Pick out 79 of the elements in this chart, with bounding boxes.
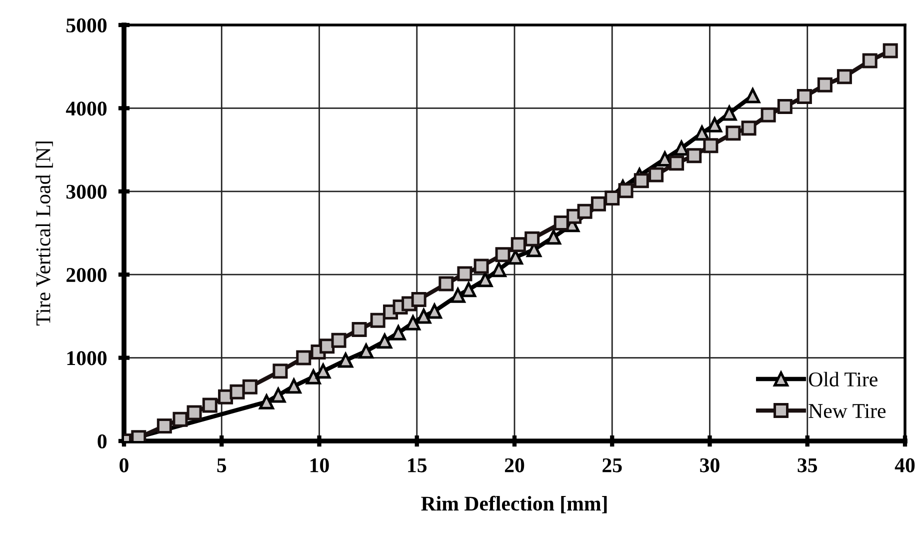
point	[370, 312, 386, 328]
point	[760, 107, 776, 122]
point	[674, 140, 689, 156]
point	[306, 369, 321, 384]
point	[411, 292, 426, 308]
y-axis-title: Tire Vertical Load [N]	[36, 142, 53, 326]
x-tick-label: 25	[602, 458, 622, 472]
point	[618, 183, 634, 198]
y-tick-label: 0	[98, 434, 107, 448]
point	[707, 117, 722, 132]
point	[426, 304, 442, 319]
point	[741, 120, 756, 136]
point	[320, 338, 335, 354]
point	[416, 308, 432, 324]
point	[474, 258, 489, 274]
y-tick-label: 3000	[66, 184, 107, 199]
point	[259, 394, 274, 410]
legend-label: New Tire	[808, 404, 886, 418]
point	[230, 384, 245, 400]
point	[390, 325, 406, 340]
point	[882, 43, 898, 58]
point	[577, 204, 592, 219]
point	[554, 216, 569, 231]
x-tick-label: 20	[504, 458, 524, 472]
point	[172, 412, 188, 427]
point	[590, 196, 606, 212]
point	[352, 322, 367, 338]
point	[316, 364, 331, 379]
x-tick-label: 30	[700, 458, 720, 472]
point	[777, 99, 792, 114]
point	[377, 334, 392, 349]
point	[156, 418, 172, 434]
point	[478, 272, 493, 288]
point	[745, 88, 760, 104]
point	[461, 282, 476, 298]
point	[495, 247, 510, 262]
x-tick-label: 0	[120, 458, 128, 472]
point	[270, 388, 286, 403]
point	[726, 126, 741, 141]
point	[331, 332, 346, 348]
point	[686, 148, 702, 164]
point	[272, 364, 288, 379]
point	[604, 190, 620, 206]
y-tick-label: 1000	[67, 351, 107, 366]
point	[186, 405, 202, 420]
point	[546, 230, 562, 245]
point	[836, 69, 852, 84]
y-tick-label: 4000	[66, 102, 107, 116]
point	[296, 350, 312, 366]
point	[703, 138, 718, 154]
x-tick-label: 15	[408, 458, 427, 472]
point	[242, 379, 258, 394]
point	[796, 89, 812, 104]
point	[202, 398, 218, 413]
point	[491, 262, 506, 278]
point	[634, 173, 649, 188]
point	[669, 156, 684, 171]
point	[457, 266, 472, 282]
x-axis-title: Rim Deflection [mm]	[421, 496, 607, 514]
point	[338, 352, 354, 368]
x-tick-label: 40	[894, 458, 915, 472]
point	[817, 77, 832, 92]
x-tick-label: 35	[798, 458, 818, 472]
point	[862, 53, 878, 68]
x-tick-label: 5	[217, 458, 226, 472]
point	[450, 288, 466, 303]
y-tick-label: 5000	[66, 18, 107, 32]
point	[286, 378, 302, 394]
legend-label: Old Tire	[808, 372, 878, 386]
point	[648, 167, 664, 182]
point	[524, 231, 540, 246]
x-tick-label: 10	[310, 458, 329, 472]
point	[722, 106, 737, 121]
point	[510, 237, 526, 252]
point	[405, 315, 420, 330]
point	[694, 126, 710, 141]
point	[438, 276, 454, 292]
point	[358, 344, 374, 359]
y-tick-label: 2000	[66, 268, 107, 282]
